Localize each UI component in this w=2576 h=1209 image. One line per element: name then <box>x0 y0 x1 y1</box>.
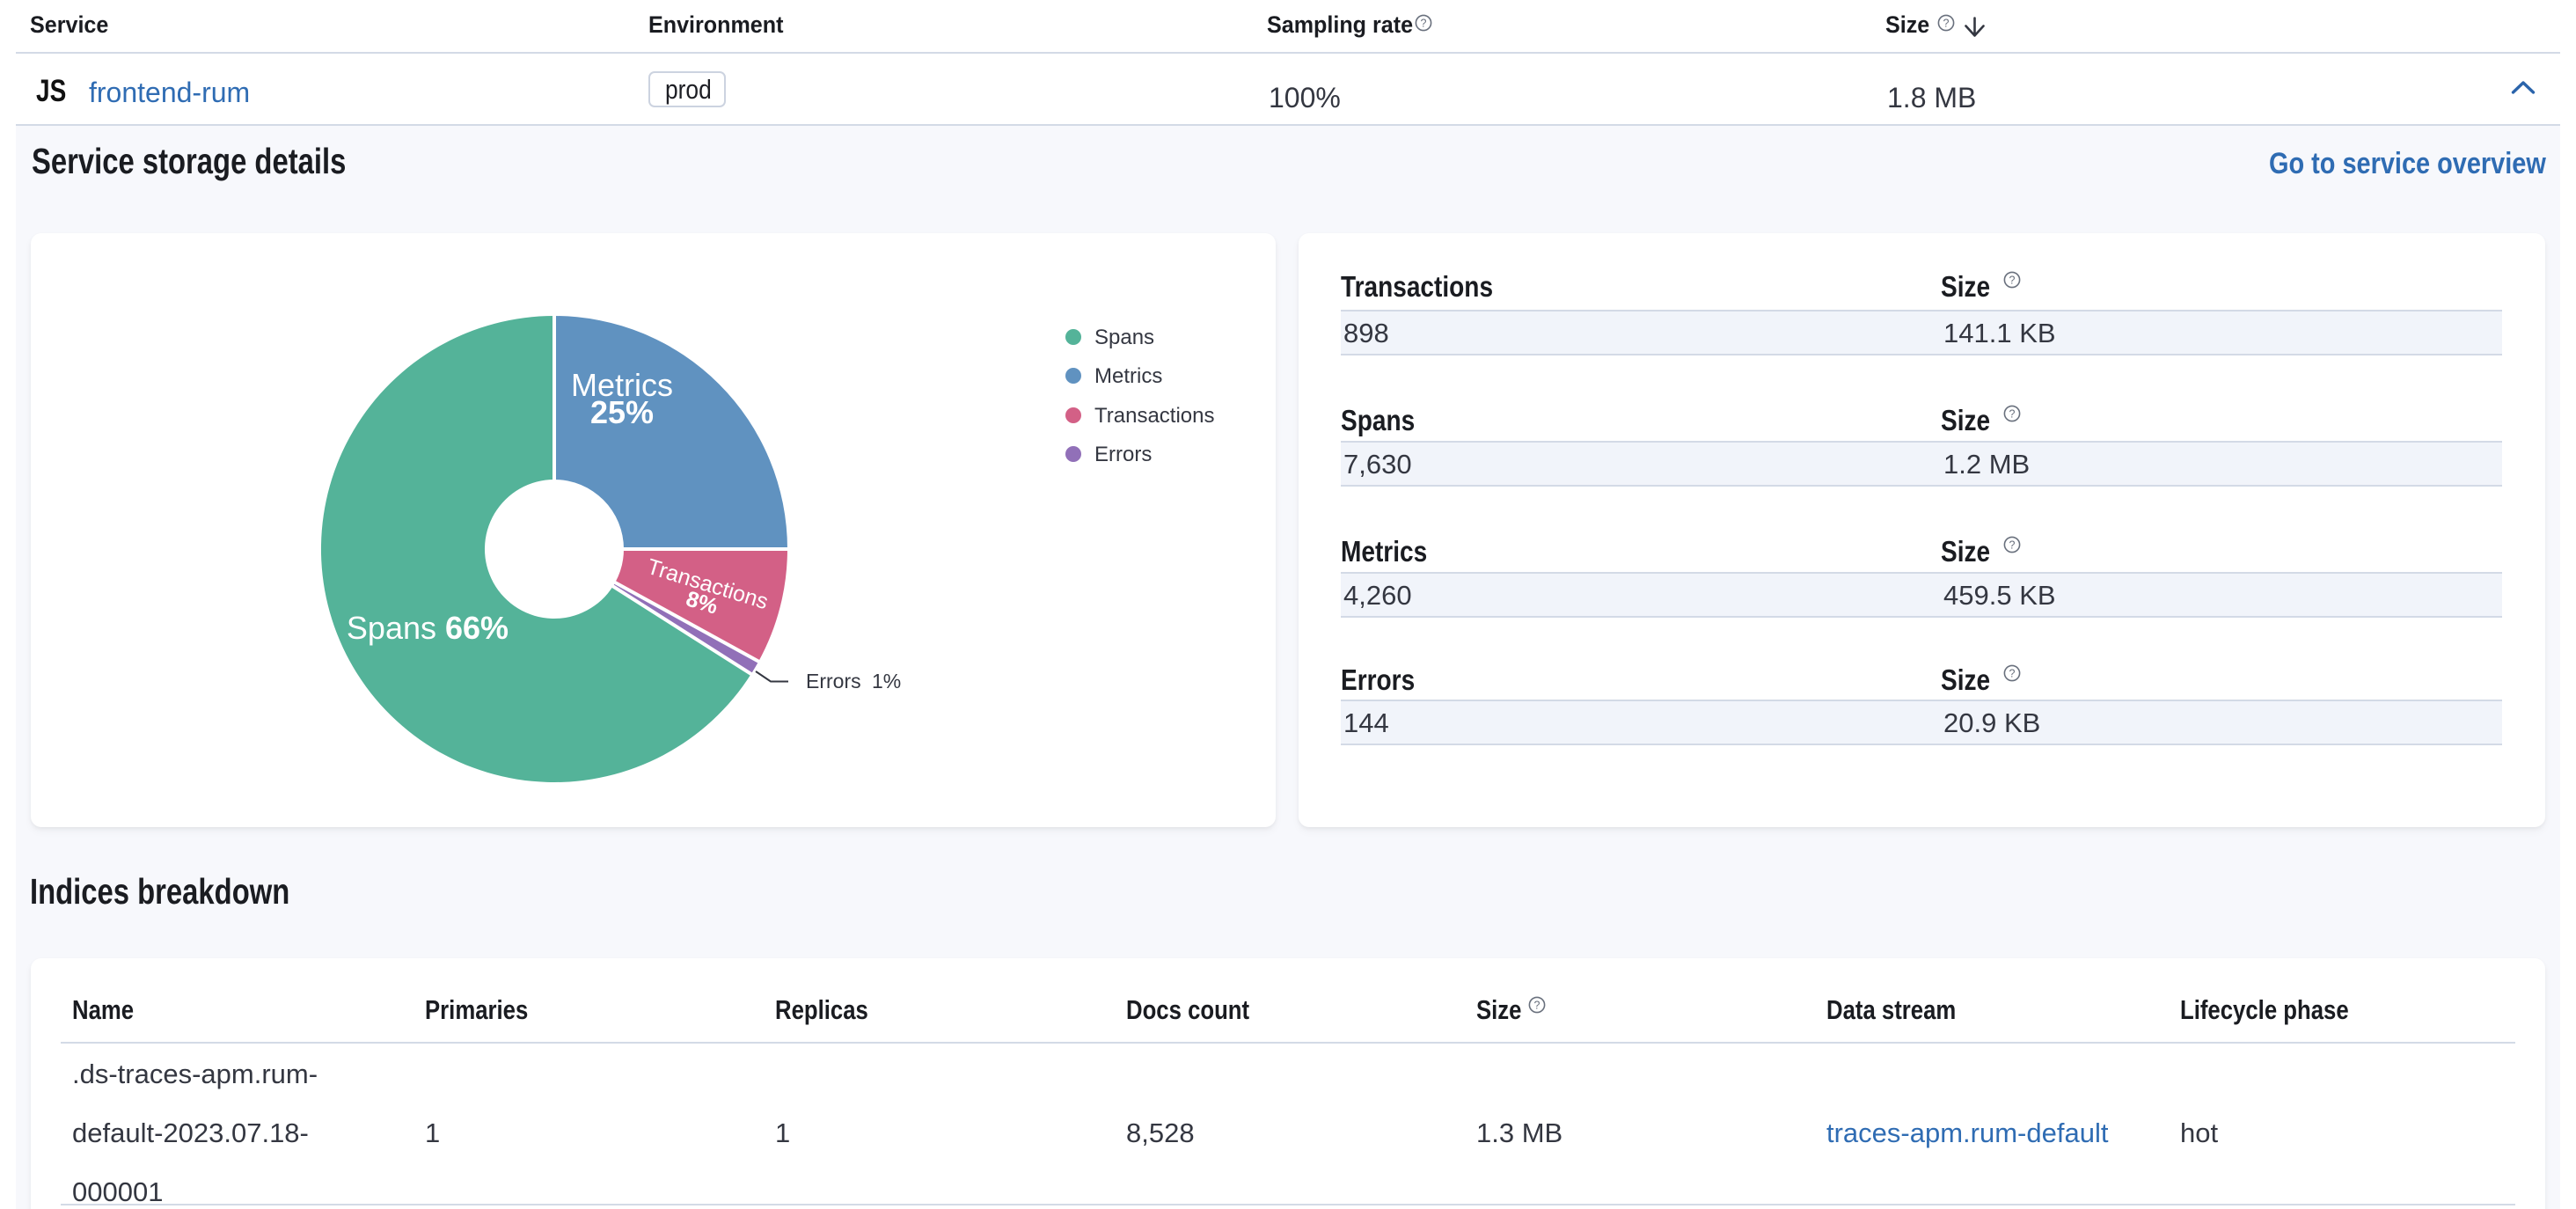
svg-text:?: ? <box>2009 274 2016 286</box>
svg-text:Errors: Errors <box>806 670 861 692</box>
svg-text:1%: 1% <box>872 670 901 692</box>
svg-text:Metrics: Metrics <box>571 367 673 403</box>
svg-text:25%: 25% <box>590 394 654 430</box>
svg-text:?: ? <box>2009 539 2016 551</box>
svg-text:?: ? <box>1421 17 1427 29</box>
svg-text:?: ? <box>1534 999 1540 1011</box>
svg-text:?: ? <box>2009 407 2016 420</box>
svg-text:Spans 66%: Spans 66% <box>347 610 509 646</box>
svg-text:?: ? <box>2009 667 2016 679</box>
svg-text:?: ? <box>1943 17 1950 29</box>
